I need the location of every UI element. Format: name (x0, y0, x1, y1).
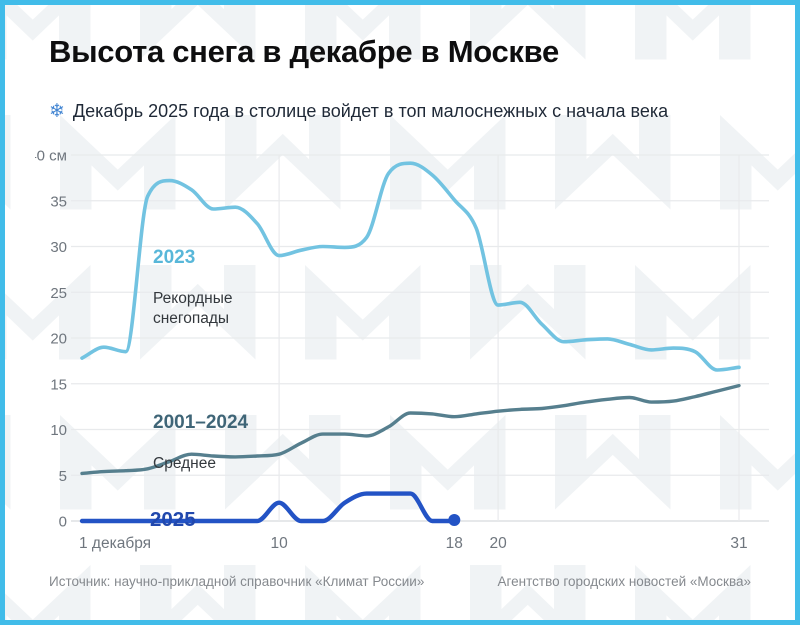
x-tick-label: 18 (446, 535, 463, 552)
y-tick-label: 0 (59, 514, 67, 531)
y-tick-label: 15 (50, 376, 67, 393)
y-tick-label: 30 (50, 239, 67, 256)
series-sublabel-2023: Рекордные снегопады (153, 290, 233, 328)
y-tick-label: 35 (50, 193, 67, 210)
series-annotation-2023: 2023 Рекордные снегопады (153, 229, 232, 348)
series-annotation-mean: 2001–2024 Среднее (153, 394, 248, 492)
x-tick-label: 1 декабря (79, 535, 151, 552)
footer: Источник: научно-прикладной справочник «… (49, 574, 751, 589)
y-tick-label: 5 (59, 468, 67, 485)
y-tick-label: 20 (50, 331, 67, 348)
footer-agency: Агентство городских новостей «Москва» (497, 574, 751, 589)
series-label-mean: 2001–2024 (153, 412, 249, 433)
series-end-dot-2025 (448, 514, 461, 526)
subtitle: ❄ Декабрь 2025 года в столице войдет в т… (49, 100, 775, 123)
snowflake-icon: ❄ (49, 100, 65, 122)
series-annotation-2025: 2025 (150, 490, 196, 550)
y-tick-label: 40 см (35, 148, 67, 165)
subtitle-text: Декабрь 2025 года в столице войдет в топ… (72, 101, 669, 121)
header: Высота снега в декабре в Москве (49, 34, 759, 69)
series-line-2001–2024 (80, 383, 741, 476)
x-tick-label: 10 (270, 535, 288, 552)
y-tick-label: 10 (50, 422, 67, 439)
series-line-2023 (80, 161, 741, 372)
series-label-2025: 2025 (150, 508, 196, 531)
x-tick-label: 20 (489, 535, 507, 552)
x-tick-label: 31 (730, 535, 747, 552)
footer-source: Источник: научно-прикладной справочник «… (49, 574, 425, 589)
series-line-2025 (79, 491, 457, 524)
series-sublabel-mean: Среднее (153, 455, 216, 472)
page-title: Высота снега в декабре в Москве (49, 34, 559, 69)
y-tick-label: 25 (50, 285, 67, 302)
series-label-2023: 2023 (153, 247, 196, 268)
